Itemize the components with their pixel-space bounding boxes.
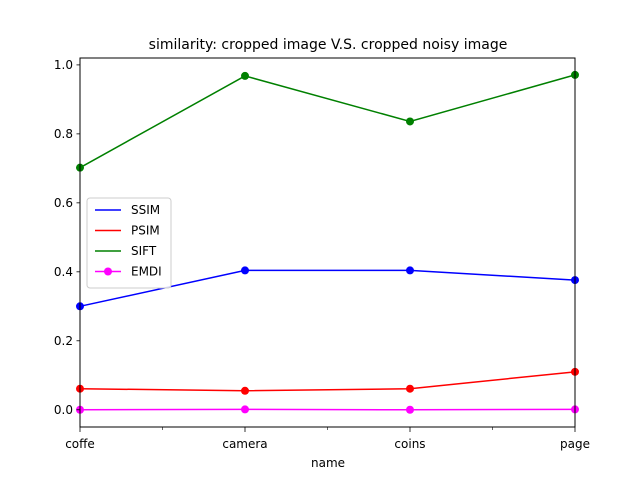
legend: SSIM PSIM SIFT EMDI — [87, 198, 171, 288]
data-point-ssim-coins — [406, 266, 414, 274]
data-point-sift-camera — [241, 72, 249, 80]
y-tick-label: 0.6 — [54, 196, 73, 210]
y-tick-label: 0.0 — [54, 403, 73, 417]
y-tick-label: 0.4 — [54, 265, 73, 279]
legend-marker-emdi — [104, 268, 112, 276]
data-point-emdi-coins — [406, 406, 414, 414]
chart-title: similarity: cropped image V.S. cropped n… — [149, 37, 508, 53]
data-point-psim-camera — [241, 387, 249, 395]
legend-label-ssim: SSIM — [131, 203, 160, 217]
x-tick-label: coffe — [65, 437, 95, 451]
data-point-psim-coins — [406, 385, 414, 393]
y-tick-label: 1.0 — [54, 58, 73, 72]
data-point-sift-coins — [406, 117, 414, 125]
data-point-ssim-camera — [241, 266, 249, 274]
x-tick-label: coins — [394, 437, 425, 451]
y-tick-label: 0.8 — [54, 127, 73, 141]
legend-label-sift: SIFT — [131, 244, 157, 258]
x-tick-label: page — [560, 437, 590, 451]
y-tick-label: 0.2 — [54, 334, 73, 348]
legend-label-psim: PSIM — [131, 224, 160, 238]
x-axis-label: name — [311, 456, 345, 470]
legend-label-emdi: EMDI — [131, 265, 162, 279]
x-tick-label: camera — [222, 437, 267, 451]
data-point-emdi-camera — [241, 405, 249, 413]
